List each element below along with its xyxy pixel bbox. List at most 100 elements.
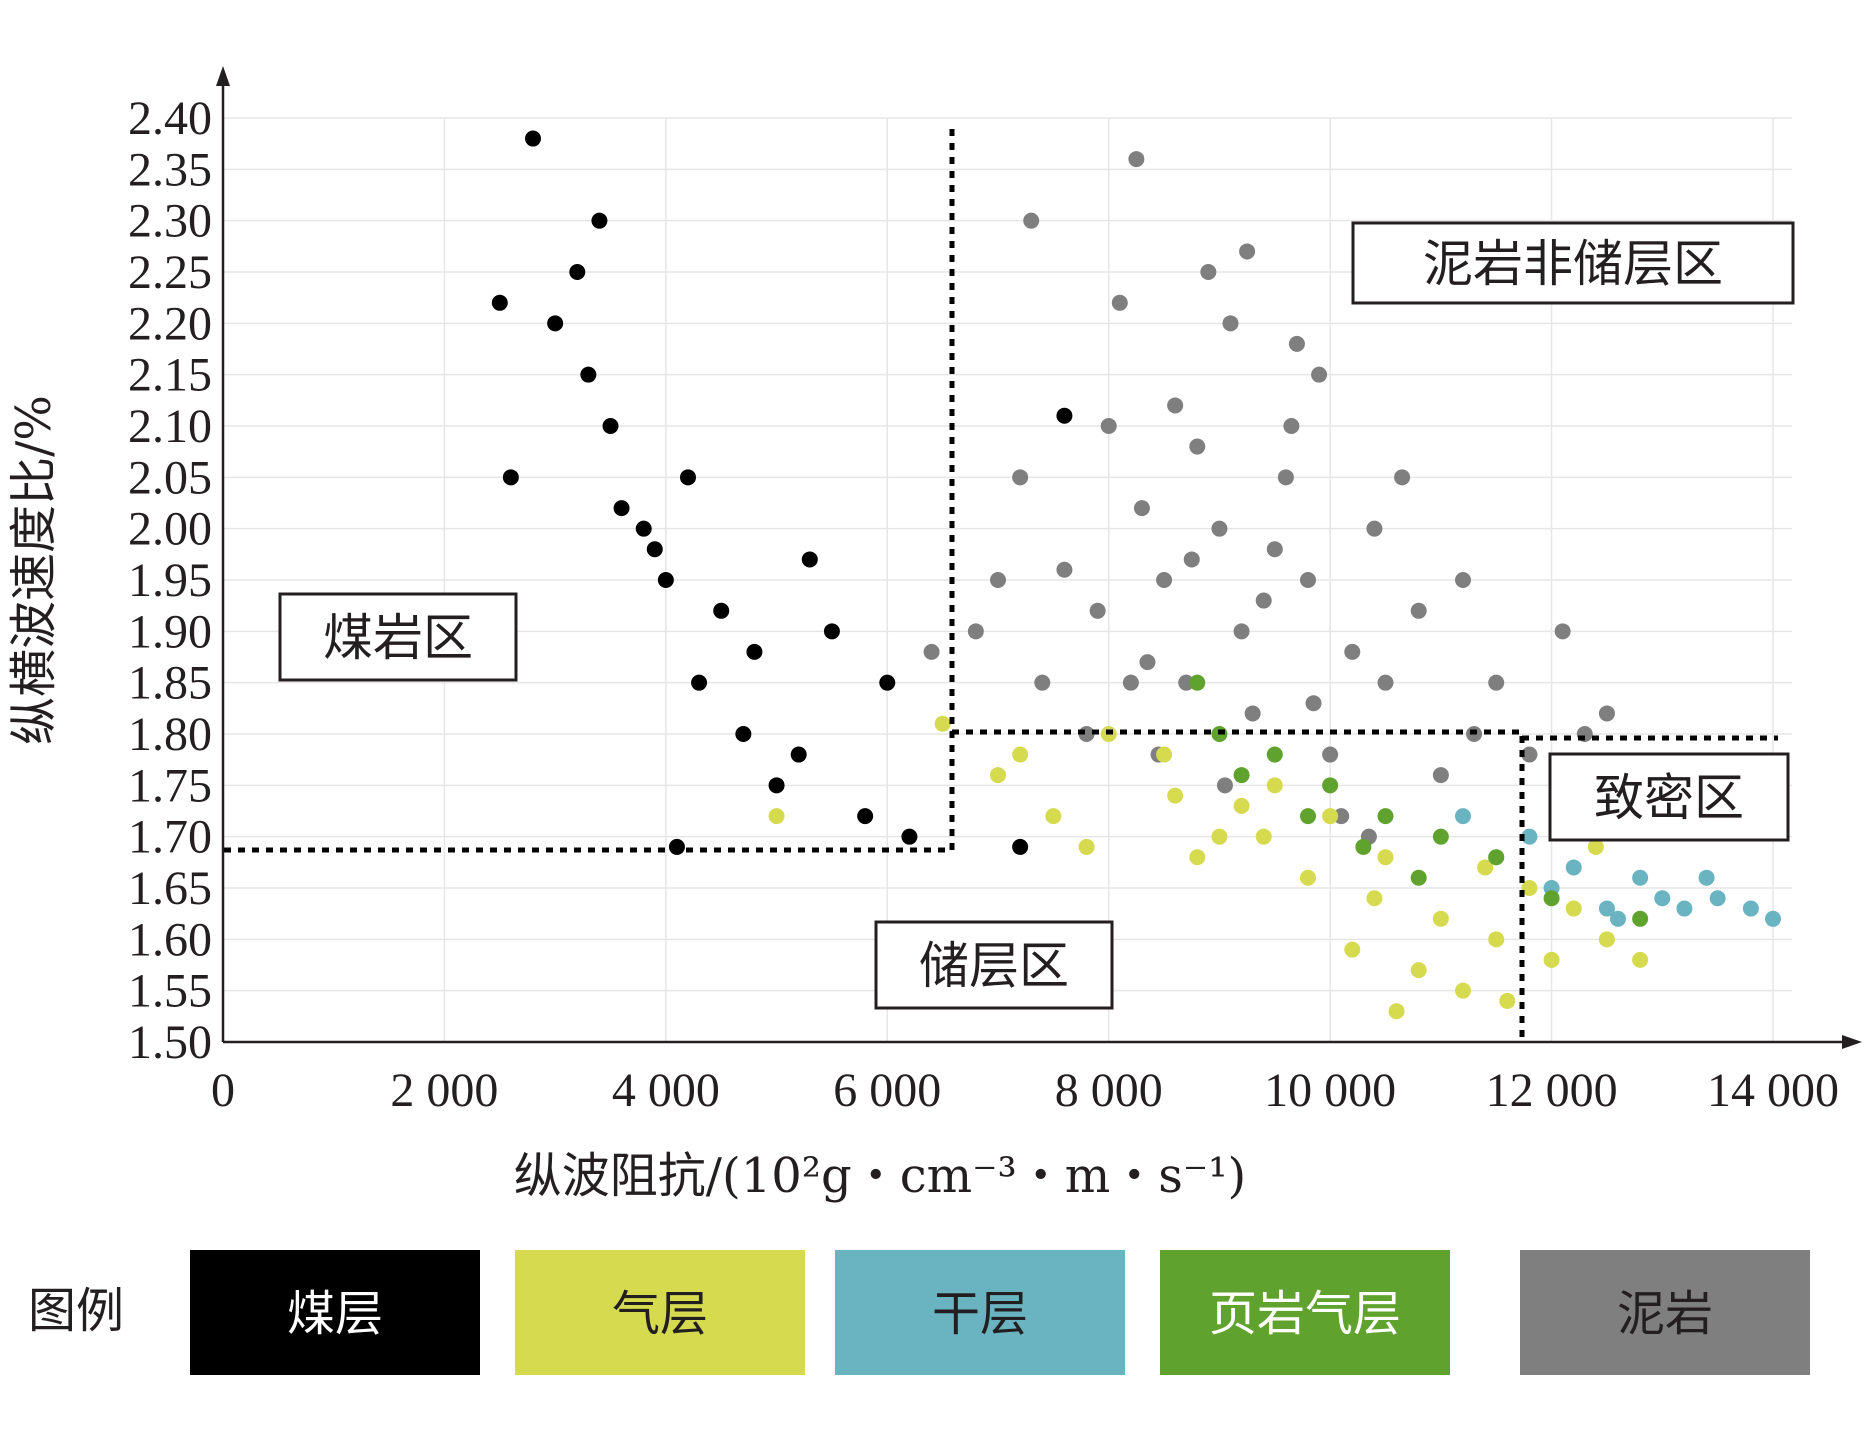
point-series-4-24 xyxy=(801,551,818,568)
point-series-0-8 xyxy=(1277,469,1294,486)
y-tick-labels: 1.501.551.601.651.701.751.801.851.901.95… xyxy=(128,92,212,1069)
point-series-0-45 xyxy=(1139,654,1156,671)
point-series-2-11 xyxy=(1455,808,1471,825)
region-label-tight-text: 致密区 xyxy=(1594,769,1744,827)
point-series-0-51 xyxy=(1128,151,1145,168)
point-series-3-4 xyxy=(1432,828,1449,845)
x-tick-label: 6 000 xyxy=(833,1064,941,1117)
point-series-4-11 xyxy=(547,315,564,332)
y-axis-title: 纵横波速度比/% xyxy=(6,395,62,745)
point-series-0-21 xyxy=(1322,746,1339,763)
y-tick-label: 1.70 xyxy=(128,811,212,864)
point-series-0-11 xyxy=(1244,705,1261,722)
point-series-4-6 xyxy=(713,602,730,619)
point-series-1-3 xyxy=(1543,951,1560,968)
point-series-1-12 xyxy=(1300,869,1316,886)
point-series-0-16 xyxy=(1410,602,1427,619)
point-series-4-4 xyxy=(657,572,674,588)
point-series-1-31 xyxy=(1366,890,1383,907)
legend-label-2: 干层 xyxy=(932,1286,1028,1342)
y-tick-label: 1.65 xyxy=(128,862,212,915)
point-series-3-2 xyxy=(1322,777,1339,794)
x-tick-label: 0 xyxy=(211,1064,235,1117)
y-tick-label: 1.90 xyxy=(128,605,212,658)
point-series-0-15 xyxy=(1222,315,1239,332)
point-series-4-21 xyxy=(901,828,918,845)
point-series-2-12 xyxy=(1610,910,1626,927)
point-series-4-23 xyxy=(591,212,608,229)
point-series-4-0 xyxy=(525,130,541,147)
y-tick-label: 2.15 xyxy=(128,349,212,402)
point-series-1-1 xyxy=(1432,910,1449,927)
legend-swatch-0 xyxy=(1520,1250,1810,1375)
point-series-1-11 xyxy=(1410,962,1427,979)
legend-swatch-4 xyxy=(190,1250,480,1375)
point-series-0-35 xyxy=(1333,808,1350,825)
point-series-4-7 xyxy=(746,643,763,660)
x-tick-label: 12 000 xyxy=(1486,1064,1618,1117)
legend-label-0: 泥岩 xyxy=(1617,1286,1713,1342)
boundary-reservoir-top xyxy=(952,729,1525,1038)
point-series-0-28 xyxy=(990,572,1006,588)
legend-label-3: 页岩气层 xyxy=(1209,1286,1401,1342)
point-series-4-25 xyxy=(1012,838,1029,855)
point-series-0-18 xyxy=(1012,469,1029,486)
point-series-1-17 xyxy=(990,767,1006,784)
point-series-1-7 xyxy=(1156,746,1173,763)
point-series-0-36 xyxy=(1432,767,1449,784)
point-series-4-12 xyxy=(580,366,597,383)
point-series-0-48 xyxy=(1455,572,1471,588)
y-tick-label: 1.55 xyxy=(128,965,212,1018)
region-label-mudstone: 泥岩非储层区 xyxy=(1351,221,1795,305)
point-series-1-27 xyxy=(1078,838,1095,855)
point-series-0-43 xyxy=(1394,469,1411,486)
point-series-2-10 xyxy=(1742,900,1759,917)
point-series-0-29 xyxy=(967,623,984,640)
y-tick-label: 1.80 xyxy=(128,708,212,761)
point-series-0-1 xyxy=(1156,572,1173,588)
point-series-2-7 xyxy=(1676,900,1693,917)
point-series-2-1 xyxy=(1598,900,1615,917)
point-series-3-9 xyxy=(1355,838,1372,855)
point-series-0-7 xyxy=(1344,643,1361,660)
region-label-coal: 煤岩区 xyxy=(278,592,518,682)
point-series-4-15 xyxy=(691,674,708,691)
x-axis-arrow xyxy=(1842,1035,1862,1049)
point-series-4-16 xyxy=(735,726,752,742)
point-series-0-38 xyxy=(1554,623,1571,640)
region-label-coal-text: 煤岩区 xyxy=(323,609,473,667)
point-series-1-18 xyxy=(934,715,951,732)
point-series-1-9 xyxy=(1521,880,1538,896)
point-series-0-20 xyxy=(1255,592,1272,609)
legend-label-4: 煤层 xyxy=(287,1286,383,1342)
point-series-2-6 xyxy=(1632,869,1649,886)
point-series-0-50 xyxy=(1089,602,1106,619)
legend-swatch-1 xyxy=(515,1250,805,1375)
point-series-4-26 xyxy=(1056,407,1073,424)
x-tick-label: 2 000 xyxy=(390,1064,498,1117)
point-series-0-12 xyxy=(1377,674,1394,691)
point-series-0-26 xyxy=(1366,520,1383,537)
legend-label-1: 气层 xyxy=(612,1286,708,1342)
point-series-1-25 xyxy=(1255,828,1272,845)
point-series-1-21 xyxy=(1477,859,1494,876)
point-series-4-20 xyxy=(502,469,519,486)
point-series-0-22 xyxy=(1488,674,1505,691)
region-label-reservoir-text: 储层区 xyxy=(919,937,1069,995)
point-series-1-6 xyxy=(1211,828,1228,845)
point-series-2-4 xyxy=(1765,910,1781,927)
point-series-3-10 xyxy=(1410,869,1427,886)
y-tick-label: 2.35 xyxy=(128,143,212,196)
y-tick-label: 2.00 xyxy=(128,503,212,556)
point-series-2-2 xyxy=(1654,890,1671,907)
point-series-1-14 xyxy=(1189,849,1206,866)
point-series-4-19 xyxy=(491,294,508,311)
point-series-1-22 xyxy=(1565,900,1582,917)
legend-swatch-3 xyxy=(1160,1250,1450,1375)
point-series-4-18 xyxy=(857,808,874,825)
x-tick-label: 14 000 xyxy=(1707,1064,1839,1117)
point-series-0-23 xyxy=(1598,705,1615,722)
point-series-1-4 xyxy=(1322,808,1339,825)
point-series-4-22 xyxy=(668,838,685,855)
point-series-3-12 xyxy=(1632,910,1649,927)
